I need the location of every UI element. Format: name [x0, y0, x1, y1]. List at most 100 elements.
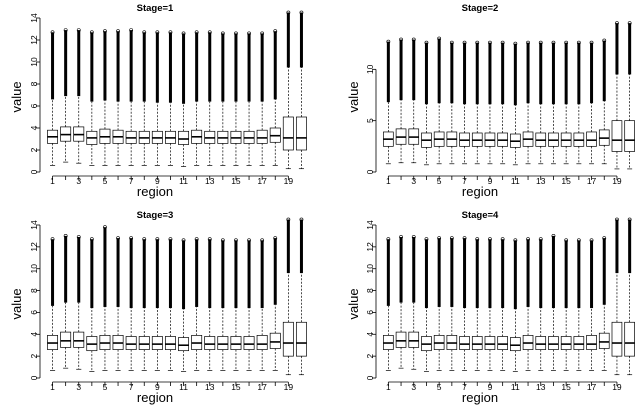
x-tick-label: 19 — [612, 176, 622, 186]
outlier-point — [142, 237, 147, 242]
outlier-band — [577, 240, 581, 309]
outlier-band — [399, 237, 403, 303]
outlier-band — [475, 239, 479, 309]
outlier-band — [129, 238, 133, 309]
x-tick-label: 5 — [103, 176, 108, 186]
iqr-box — [535, 336, 547, 350]
box-region-14 — [217, 238, 229, 371]
outlier-band — [564, 42, 568, 105]
box-region-18 — [269, 29, 281, 166]
outlier-point — [168, 30, 173, 35]
outlier-point — [234, 238, 238, 243]
outlier-point — [129, 236, 134, 241]
y-tick-label: 5 — [365, 118, 375, 123]
outlier-band — [90, 239, 94, 309]
outlier-point — [50, 237, 55, 242]
outlier-point — [129, 28, 134, 33]
outlier-point — [399, 37, 403, 42]
box-region-19 — [282, 10, 294, 170]
iqr-box — [178, 337, 190, 352]
outlier-point — [449, 236, 454, 241]
box-region-2 — [60, 234, 72, 369]
box-region-12 — [191, 237, 203, 371]
box-region-14 — [548, 40, 559, 165]
x-tick-label: 3 — [76, 176, 81, 186]
x-tick-label: 7 — [462, 382, 467, 392]
iqr-box — [586, 131, 597, 147]
x-tick-label: 19 — [284, 176, 294, 186]
y-tick-label: 0 — [365, 169, 375, 174]
x-tick-label: 17 — [257, 382, 267, 392]
outlier-point — [260, 238, 265, 243]
outlier-point — [411, 37, 416, 42]
outlier-band — [450, 42, 454, 104]
box-region-3 — [73, 235, 85, 370]
box-region-3 — [408, 37, 420, 164]
box-region-2 — [60, 28, 72, 163]
outlier-band — [260, 33, 264, 102]
outlier-point — [194, 30, 199, 35]
iqr-box — [510, 337, 521, 352]
outlier-point — [462, 236, 467, 241]
box-region-18 — [598, 38, 610, 165]
y-tick-label: 10 — [29, 264, 39, 274]
box-region-8 — [138, 237, 150, 371]
iqr-box — [230, 336, 242, 350]
x-tick-label: 13 — [536, 176, 546, 186]
outlier-point — [615, 217, 619, 222]
outlier-point — [526, 237, 530, 242]
iqr-box — [256, 129, 268, 144]
outlier-point — [475, 237, 480, 242]
outlier-point — [273, 29, 278, 34]
y-tick-label: 0 — [365, 375, 375, 380]
y-tick-label: 10 — [29, 57, 39, 67]
outlier-point — [181, 31, 186, 36]
outlier-point — [89, 237, 94, 242]
y-tick-label: 4 — [29, 125, 39, 130]
box-region-5 — [99, 225, 111, 371]
iqr-box — [471, 336, 483, 350]
iqr-box — [295, 321, 307, 357]
outlier-point — [103, 29, 107, 34]
x-tick-label: 15 — [561, 176, 571, 186]
box-region-5 — [99, 29, 111, 166]
outlier-band — [615, 23, 619, 75]
outlier-point — [551, 234, 556, 238]
iqr-box — [497, 336, 508, 350]
outlier-point — [386, 237, 391, 242]
outlier-band — [90, 32, 94, 102]
x-tick-label: 9 — [488, 176, 493, 186]
x-tick-label: 7 — [462, 176, 467, 186]
y-tick-label: 14 — [29, 220, 39, 230]
outlier-point — [462, 40, 467, 45]
box-region-6 — [112, 236, 124, 371]
outlier-band — [64, 30, 68, 97]
box-region-9 — [151, 30, 163, 166]
outlier-band — [463, 42, 467, 105]
x-tick-label: 9 — [488, 382, 493, 392]
box-region-15 — [230, 238, 242, 371]
iqr-box — [256, 335, 268, 350]
outlier-point — [76, 28, 81, 33]
x-axis-title: region — [462, 184, 498, 199]
outlier-point — [551, 40, 556, 45]
outlier-point — [538, 40, 543, 45]
panel-title: Stage=2 — [462, 3, 499, 14]
x-tick-label: 13 — [536, 382, 546, 392]
box-region-9 — [151, 237, 163, 371]
outlier-band — [77, 237, 81, 303]
outlier-band — [475, 42, 479, 105]
y-tick-label: 0 — [29, 169, 39, 174]
outlier-point — [627, 21, 632, 26]
outlier-point — [220, 31, 225, 36]
outlier-point — [50, 30, 55, 35]
box-region-7 — [125, 28, 137, 166]
outlier-point — [103, 225, 107, 230]
box-region-20 — [624, 217, 635, 376]
outlier-band — [155, 239, 159, 309]
outlier-point — [286, 217, 291, 222]
y-tick-label: 4 — [29, 332, 39, 337]
box-region-18 — [598, 236, 610, 371]
